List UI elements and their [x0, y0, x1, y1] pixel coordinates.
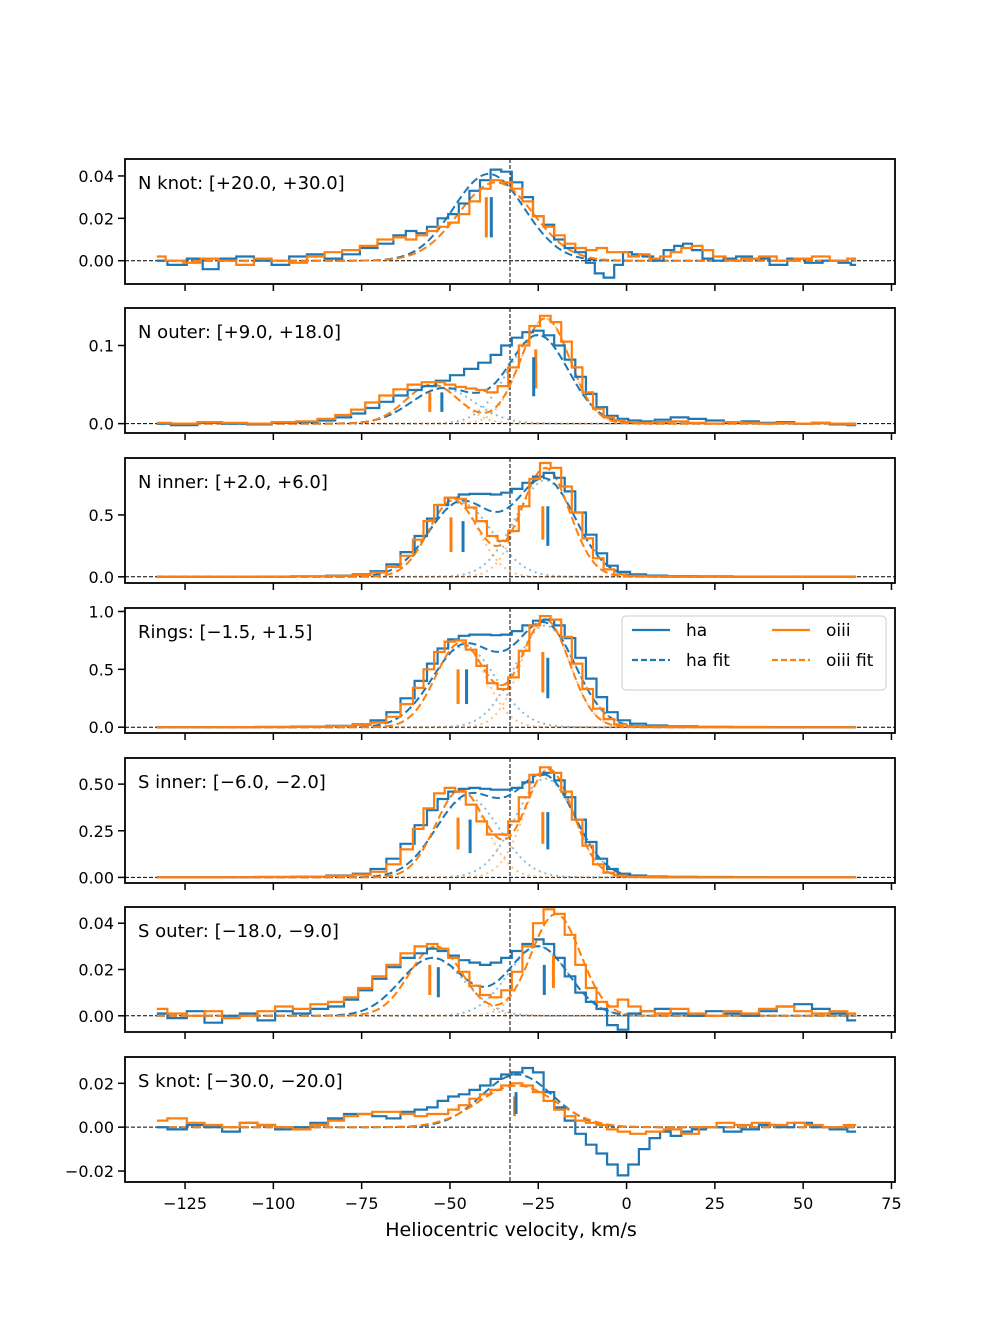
y-tick-label: 0.00 — [78, 1118, 114, 1137]
legend-ha-label: ha — [686, 621, 707, 641]
oiii-profile-line — [156, 908, 857, 1020]
ha-component-curve — [156, 796, 857, 879]
panel-title: N knot: [+20.0, +30.0] — [138, 173, 345, 194]
axes-frame — [124, 158, 896, 285]
legend-box — [621, 615, 887, 691]
x-axis-label: Heliocentric velocity, km/s — [385, 1219, 637, 1241]
ha-component-curve — [156, 777, 857, 879]
x-tick-label: 0 — [621, 1194, 631, 1213]
y-tick-label: 0.02 — [78, 1074, 114, 1093]
y-tick-label: 0.0 — [89, 568, 114, 587]
panel-title: N outer: [+9.0, +18.0] — [138, 322, 341, 343]
ha-component-curve — [156, 956, 857, 1017]
panel: −0.02 0.00 0.02 −125 −100 −75 −50 −25 0 25 50 75 S k… — [65, 1056, 902, 1213]
panel-title: S outer: [−18.0, −9.0] — [138, 921, 339, 942]
y-tick-label: 0.25 — [78, 822, 114, 841]
panel: 0.0 0.1 N outer: [+9.0, +18.0] — [89, 307, 896, 440]
axes-frame — [124, 457, 896, 584]
oiii-fit-line — [156, 1084, 857, 1129]
y-tick-label: 0.04 — [78, 167, 114, 186]
y-tick-label: 0.0 — [89, 718, 114, 737]
oiii-profile-line — [156, 766, 857, 879]
axes-frame — [124, 1056, 896, 1183]
oiii-component-curve — [156, 317, 857, 425]
x-tick-label: 25 — [705, 1194, 725, 1213]
y-tick-label: 0.1 — [89, 337, 114, 356]
ha-component-curve — [156, 479, 857, 578]
y-tick-label: 0.00 — [78, 1007, 114, 1026]
oiii-profile-line — [156, 615, 857, 729]
oiii-fit-line — [156, 466, 857, 578]
legend-oiii-fit-label: oiii fit — [826, 651, 874, 671]
axes-frame — [124, 607, 896, 734]
oiii-component-curve — [156, 383, 857, 425]
ha-component-curve — [156, 334, 857, 425]
y-tick-label: 0.04 — [78, 914, 114, 933]
y-tick-label: −0.02 — [65, 1162, 114, 1181]
oiii-fit-line — [156, 317, 857, 425]
oiii-profile-line — [156, 179, 857, 266]
ha-fit-line — [156, 333, 857, 425]
y-tick-label: 0.02 — [78, 961, 114, 980]
legend-ha-fit-label: ha fit — [686, 651, 730, 671]
y-tick-label: 0.0 — [89, 415, 114, 434]
x-tick-label: 75 — [881, 1194, 901, 1213]
x-tick-label: −75 — [345, 1194, 379, 1213]
ha-profile-line — [156, 938, 857, 1031]
y-tick-label: 0.00 — [78, 868, 114, 887]
x-tick-label: 50 — [793, 1194, 813, 1213]
panel-title: S inner: [−6.0, −2.0] — [138, 772, 326, 793]
y-tick-label: 1.0 — [89, 602, 114, 621]
ha-fit-line — [156, 945, 857, 1017]
panel-title: Rings: [−1.5, +1.5] — [138, 622, 312, 643]
x-tick-label: −100 — [251, 1194, 295, 1213]
panel: 0.00 0.25 0.50 S inner: [−6.0, −2.0] — [78, 757, 896, 890]
panel: 0.00 0.02 0.04 S outer: [−18.0, −9.0] — [78, 906, 896, 1039]
oiii-fit-line — [156, 912, 857, 1017]
oiii-profile-line — [156, 314, 857, 426]
y-tick-label: 0.00 — [78, 252, 114, 271]
ha-profile-line — [156, 329, 857, 427]
legend-oiii-label: oiii — [826, 621, 851, 641]
oiii-profile-line — [156, 461, 857, 578]
panel: 0.00 0.02 0.04 N knot: [+20.0, +30.0] — [78, 158, 896, 291]
oiii-fit-line — [156, 181, 857, 262]
axes-frame — [124, 307, 896, 434]
x-tick-label: −50 — [433, 1194, 467, 1213]
y-tick-label: 0.50 — [78, 775, 114, 794]
x-tick-label: −125 — [163, 1194, 207, 1213]
y-tick-label: 0.02 — [78, 209, 114, 228]
y-tick-label: 0.5 — [89, 506, 114, 525]
x-tick-label: −25 — [521, 1194, 555, 1213]
panel: 0.0 0.5 N inner: [+2.0, +6.0] — [89, 457, 896, 590]
panel-title: N inner: [+2.0, +6.0] — [138, 472, 328, 493]
oiii-profile-line — [156, 1082, 857, 1135]
y-tick-label: 0.5 — [89, 660, 114, 679]
axes-frame — [124, 757, 896, 884]
panel: 0.0 0.5 1.0 Rings: [−1.5, +1.5] — [89, 602, 896, 740]
legend: ha oiii ha fit oiii fit — [621, 615, 887, 691]
panel-title: S knot: [−30.0, −20.0] — [138, 1071, 343, 1092]
